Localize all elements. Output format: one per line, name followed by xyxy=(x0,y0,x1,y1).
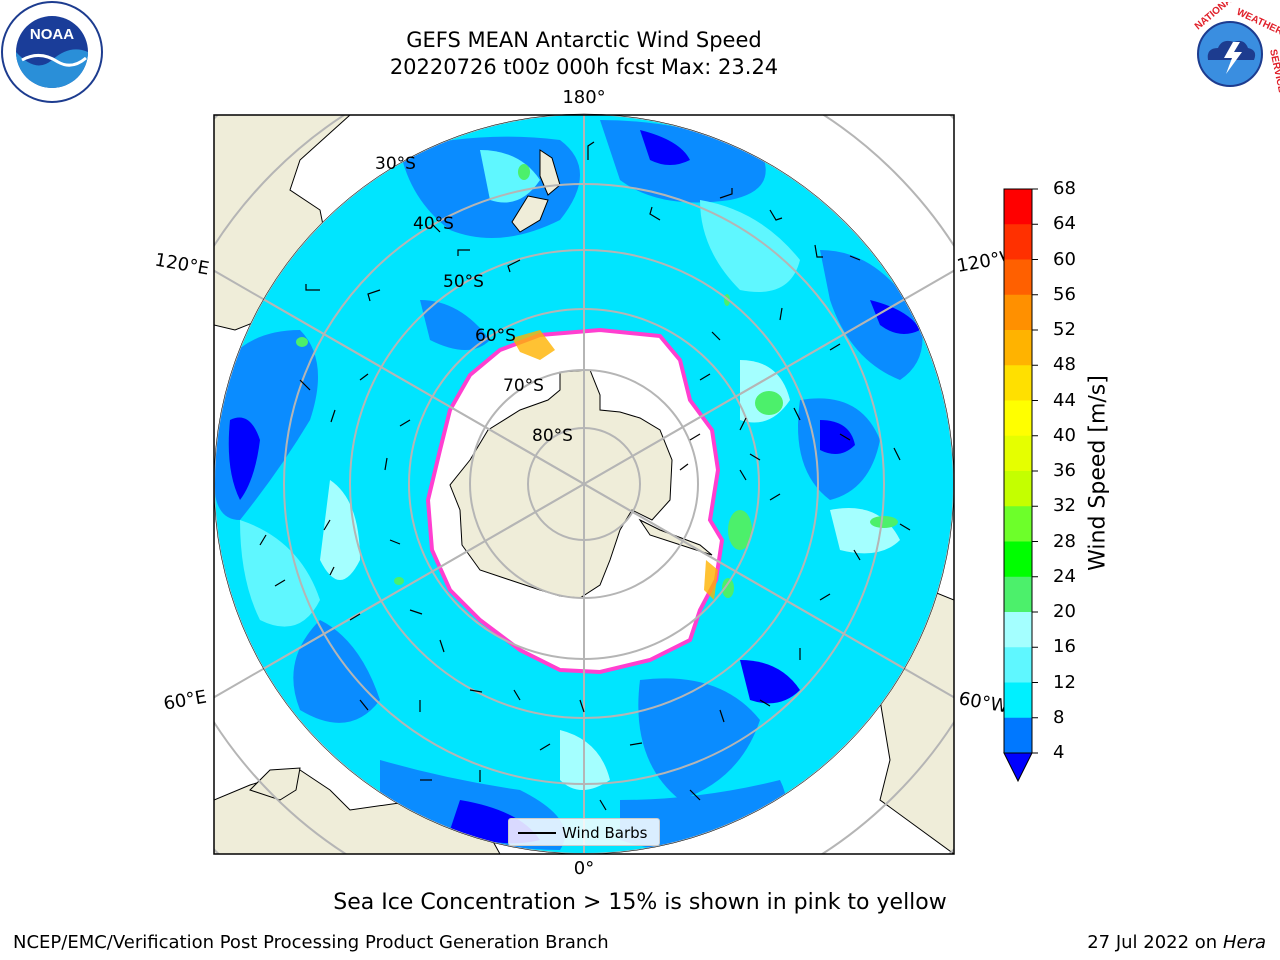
colorbar-tick-label: 4 xyxy=(1053,742,1065,763)
colorbar-segment xyxy=(1004,576,1032,613)
caption: Sea Ice Concentration > 15% is shown in … xyxy=(333,890,947,915)
colorbar-segment xyxy=(1004,647,1032,683)
colorbar-tick-label: 60 xyxy=(1053,248,1076,270)
colorbar-tick-label: 52 xyxy=(1053,319,1076,340)
footer-date: 27 Jul 2022 on Hera xyxy=(1087,932,1266,953)
colorbar-segment xyxy=(1004,541,1032,578)
colorbar-title: Wind Speed [m/s] xyxy=(1085,375,1111,571)
lon-label-60e: 60°E xyxy=(162,686,208,714)
colorbar-tick-label: 68 xyxy=(1053,178,1076,199)
chart-subtitle: 20220726 t00z 000h fcst Max: 23.24 xyxy=(389,55,779,79)
colorbar-segment xyxy=(1004,471,1032,507)
footer-org: NCEP/EMC/Verification Post Processing Pr… xyxy=(13,932,609,953)
lat-label-30s: 30°S xyxy=(375,154,416,174)
colorbar-tick-label: 48 xyxy=(1053,354,1076,376)
footer-host: Hera xyxy=(1222,932,1266,953)
colorbar-tick-label: 16 xyxy=(1053,636,1076,658)
colorbar-tick-label: 24 xyxy=(1053,565,1076,587)
colorbar-segment xyxy=(1004,435,1032,472)
lon-label-180: 180° xyxy=(562,87,605,108)
lat-labels: 30°S 40°S 50°S 60°S 70°S 80°S xyxy=(375,154,573,446)
colorbar xyxy=(1003,188,1038,783)
colorbar-tick-label: 64 xyxy=(1053,213,1076,235)
colorbar-tick-label: 12 xyxy=(1053,671,1076,693)
lat-label-40s: 40°S xyxy=(413,214,454,234)
lon-label-0: 0° xyxy=(574,858,594,879)
lon-label-60w: 60°W xyxy=(957,688,1010,717)
wind-barbs-legend: Wind Barbs xyxy=(508,818,660,846)
colorbar-segment xyxy=(1004,330,1032,366)
colorbar-extend-arrow xyxy=(1003,752,1033,783)
colorbar-tick-label: 20 xyxy=(1053,601,1076,622)
legend-line-icon xyxy=(518,832,556,834)
wind-barbs xyxy=(259,141,911,811)
colorbar-tick-label: 32 xyxy=(1053,495,1076,517)
colorbar-tick-label: 44 xyxy=(1053,389,1076,411)
colorbar-segment xyxy=(1004,612,1032,648)
chart-title: GEFS MEAN Antarctic Wind Speed xyxy=(406,28,762,52)
colorbar-tick-label: 40 xyxy=(1053,424,1076,446)
lat-label-60s: 60°S xyxy=(475,326,516,346)
colorbar-tick-label: 56 xyxy=(1053,283,1076,305)
footer-date-text: 27 Jul 2022 on xyxy=(1087,932,1223,953)
colorbar-segment xyxy=(1004,259,1032,296)
colorbar-segment xyxy=(1004,365,1032,401)
colorbar-segment xyxy=(1004,717,1032,754)
noaa-logo-icon: NOAA xyxy=(1,1,103,103)
lat-label-70s: 70°S xyxy=(503,376,544,396)
map-frame xyxy=(213,114,955,855)
lat-label-80s: 80°S xyxy=(532,426,573,446)
colorbar-segment xyxy=(1004,400,1032,437)
colorbar-segment xyxy=(1004,682,1032,719)
colorbar-tick-label: 8 xyxy=(1053,706,1065,728)
colorbar-segment xyxy=(1004,294,1032,331)
lon-label-120e: 120°E xyxy=(153,249,211,279)
legend-label: Wind Barbs xyxy=(562,824,648,842)
lat-label-50s: 50°S xyxy=(443,272,484,292)
colorbar-segment xyxy=(1004,506,1032,542)
colorbar-segment xyxy=(1004,189,1032,225)
nws-logo-icon: NATIONAL WEATHER SERVICE xyxy=(1181,2,1280,103)
svg-text:NOAA: NOAA xyxy=(30,26,74,43)
graticule-outer xyxy=(214,115,954,854)
colorbar-tick-label: 36 xyxy=(1053,460,1076,481)
colorbar-tick-label: 28 xyxy=(1053,530,1076,552)
colorbar-segment xyxy=(1004,224,1032,260)
